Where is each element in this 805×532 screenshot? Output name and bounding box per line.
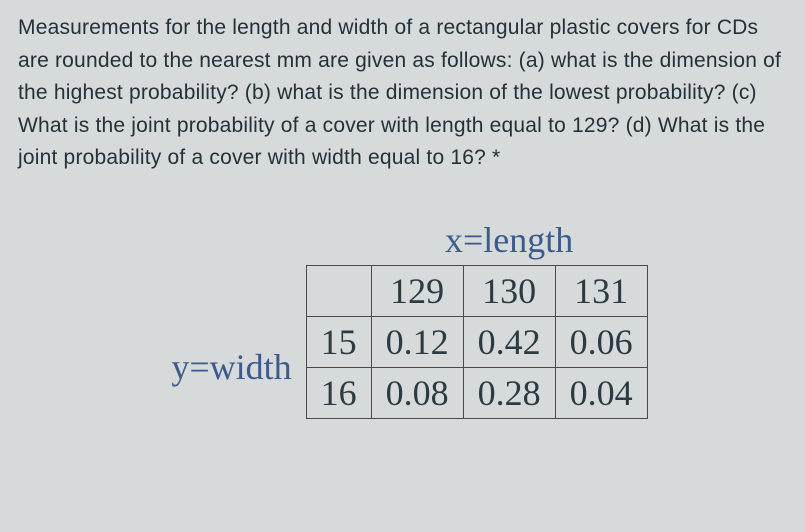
probability-table-container: x=length 129 130 131 y=width 15 0.12 0.4…: [18, 215, 787, 419]
cell-1-1: 0.28: [463, 367, 555, 418]
cell-1-2: 0.04: [555, 367, 647, 418]
col-header-0: 129: [371, 265, 463, 316]
corner-blank-top2: [306, 215, 371, 266]
cell-1-0: 0.08: [371, 367, 463, 418]
y-axis-label: y=width: [157, 316, 306, 418]
header-corner-empty: [306, 265, 371, 316]
col-header-2: 131: [555, 265, 647, 316]
row-header-0: 15: [306, 316, 371, 367]
corner-blank-left: [157, 265, 306, 316]
question-text: Measurements for the length and width of…: [18, 12, 787, 175]
cell-0-0: 0.12: [371, 316, 463, 367]
col-header-1: 130: [463, 265, 555, 316]
row-header-1: 16: [306, 367, 371, 418]
cell-0-1: 0.42: [463, 316, 555, 367]
x-axis-label: x=length: [371, 215, 647, 266]
cell-0-2: 0.06: [555, 316, 647, 367]
corner-blank-top: [157, 215, 306, 266]
probability-table: x=length 129 130 131 y=width 15 0.12 0.4…: [157, 215, 647, 419]
